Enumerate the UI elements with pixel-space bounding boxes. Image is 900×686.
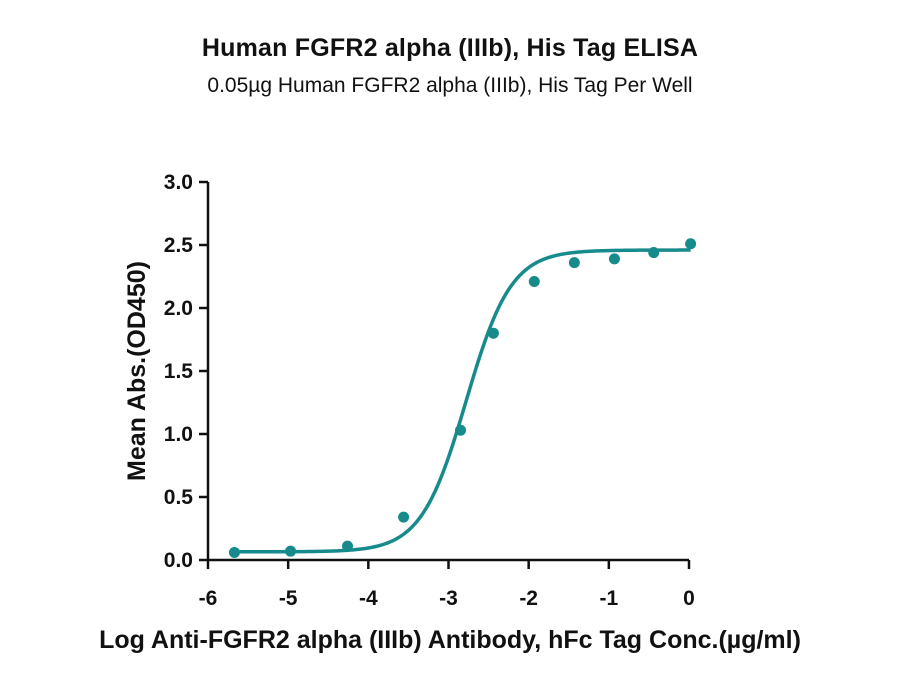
x-tick-label: -2 xyxy=(519,587,538,610)
data-point xyxy=(455,424,467,436)
x-tick-label: -6 xyxy=(199,587,218,610)
data-point xyxy=(528,276,540,288)
y-tick-label: 1.0 xyxy=(164,423,193,446)
x-tick-label: -1 xyxy=(599,587,618,610)
y-axis-ticks: 0.0 0.5 1.0 1.5 2.0 2.5 3.0 xyxy=(164,171,208,572)
chart-title: Human FGFR2 alpha (IIIb), His Tag ELISA xyxy=(201,34,699,62)
y-tick-label: 1.5 xyxy=(164,360,194,383)
x-axis-ticks: -6 -5 -4 -3 -2 -1 0 xyxy=(199,560,695,610)
x-tick-label: -5 xyxy=(279,587,298,610)
fit-curve xyxy=(234,248,691,554)
data-point xyxy=(398,511,410,523)
axes xyxy=(206,182,689,562)
x-tick-label: -3 xyxy=(439,587,458,610)
x-tick-label: -4 xyxy=(359,587,378,610)
y-tick-label: 0.0 xyxy=(164,549,193,572)
data-point xyxy=(568,257,580,269)
data-point xyxy=(341,540,353,552)
y-tick-label: 2.0 xyxy=(164,297,193,320)
data-point xyxy=(648,247,660,259)
y-tick-label: 3.0 xyxy=(164,171,193,194)
data-point xyxy=(487,327,499,339)
data-point xyxy=(228,546,240,558)
data-point xyxy=(285,545,297,557)
y-tick-label: 0.5 xyxy=(164,486,194,509)
chart-subtitle: 0.05µg Human FGFR2 alpha (IIIb), His Tag… xyxy=(207,74,693,97)
data-points xyxy=(228,238,697,558)
y-axis-label: Mean Abs.(OD450) xyxy=(123,261,151,481)
data-point xyxy=(608,253,620,265)
y-tick-label: 2.5 xyxy=(164,234,194,257)
x-axis-label: Log Anti-FGFR2 alpha (IIIb) Antibody, hF… xyxy=(99,626,801,654)
x-tick-label: 0 xyxy=(683,587,695,610)
data-point xyxy=(685,238,697,250)
